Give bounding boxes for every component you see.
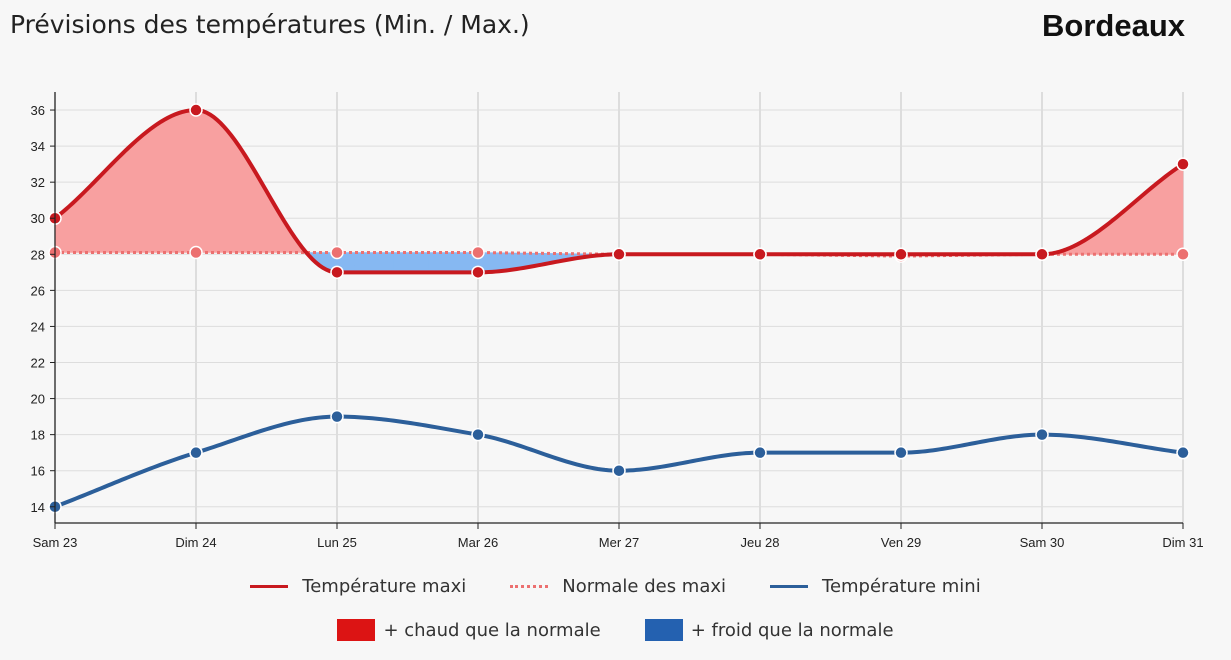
legend-item-warm[interactable]: + chaud que la normale (337, 619, 601, 641)
point-min (612, 463, 626, 478)
point-max (612, 247, 626, 262)
point-max (330, 265, 344, 280)
legend-areas: + chaud que la normale + froid que la no… (0, 619, 1231, 641)
point-normal (1176, 247, 1190, 262)
x-tick-label: Dim 24 (175, 535, 216, 550)
y-tick-label: 14 (31, 500, 45, 515)
legend-item-cold[interactable]: + froid que la normale (644, 619, 894, 641)
x-tick-label: Mar 26 (458, 535, 498, 550)
y-tick-label: 20 (31, 392, 45, 407)
point-max (471, 265, 485, 280)
point-min (753, 445, 767, 460)
y-tick-label: 36 (31, 103, 45, 118)
legend-lines: Température maxi Normale des maxi Tempér… (0, 576, 1231, 597)
point-min (471, 427, 485, 442)
x-tick-label: Jeu 28 (740, 535, 779, 550)
legend-item-normal[interactable]: Normale des maxi (510, 576, 726, 597)
point-max (894, 247, 908, 262)
point-max (1176, 157, 1190, 171)
legend-swatch-min (770, 585, 809, 588)
point-max (189, 103, 203, 117)
y-tick-label: 30 (31, 211, 45, 226)
x-tick-label: Dim 31 (1162, 535, 1203, 550)
legend-label-min: Température mini (822, 576, 981, 597)
point-normal (189, 245, 203, 260)
point-max (1035, 247, 1049, 262)
legend-swatch-cold (644, 619, 683, 641)
point-min (330, 409, 344, 424)
point-normal (330, 245, 344, 260)
legend-label-warm: + chaud que la normale (383, 619, 601, 641)
x-tick-label: Sam 30 (1020, 535, 1065, 550)
legend-swatch-warm (337, 619, 376, 641)
x-tick-label: Ven 29 (881, 535, 922, 550)
y-tick-label: 22 (31, 356, 45, 371)
point-min (189, 445, 203, 460)
y-tick-label: 16 (31, 464, 45, 479)
y-tick-label: 28 (31, 247, 45, 262)
point-min (1035, 427, 1049, 442)
x-tick-label: Mer 27 (599, 535, 639, 550)
x-tick-label: Lun 25 (317, 535, 357, 550)
legend-label-max: Température maxi (302, 576, 467, 597)
point-min (1176, 445, 1190, 460)
legend-swatch-max (250, 585, 289, 588)
y-tick-label: 18 (31, 428, 45, 443)
y-tick-label: 34 (31, 139, 45, 154)
legend-swatch-normal (510, 585, 549, 588)
point-normal (471, 245, 485, 260)
y-tick-label: 26 (31, 283, 45, 298)
point-max (753, 247, 767, 262)
y-tick-label: 24 (31, 319, 45, 334)
x-tick-label: Sam 23 (33, 535, 78, 550)
legend-label-normal: Normale des maxi (562, 576, 727, 597)
legend-item-max[interactable]: Température maxi (250, 576, 466, 597)
city-name: Bordeaux (1042, 8, 1185, 43)
axes: 14 16 18 20 22 24 26 28 30 32 34 36 Sam 23 Dim 24 Lun … (31, 92, 1204, 550)
y-tick-label: 32 (31, 175, 45, 190)
chart-title: Prévisions des températures (Min. / Max.… (10, 10, 530, 39)
legend-item-min[interactable]: Température mini (770, 576, 981, 597)
temperature-chart: 14 16 18 20 22 24 26 28 30 32 34 36 Sam 23 Dim 24 Lun … (31, 92, 1204, 550)
point-min (894, 445, 908, 460)
legend-label-cold: + froid que la normale (690, 619, 894, 641)
